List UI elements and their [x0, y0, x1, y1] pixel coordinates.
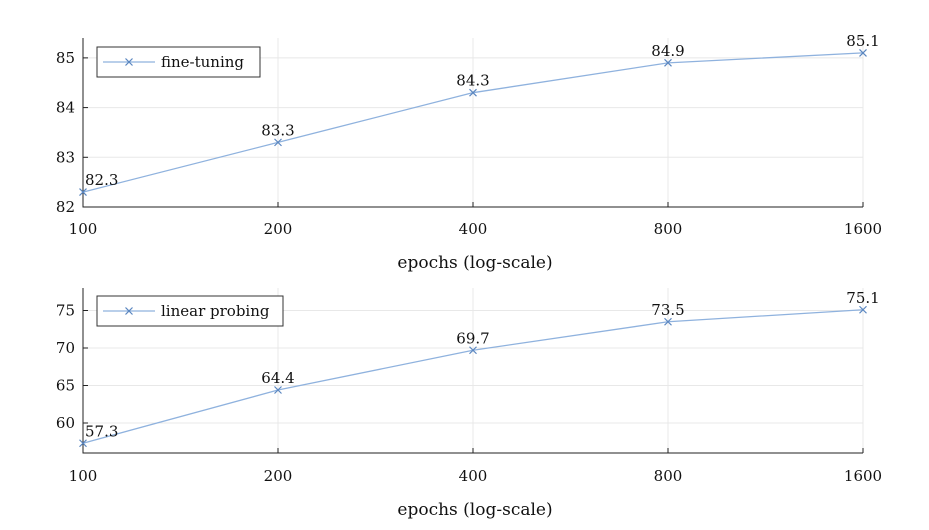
x-tick-label: 800	[654, 220, 683, 238]
x-axis-title: epochs (log-scale)	[397, 253, 552, 273]
data-point-marker	[859, 48, 867, 57]
data-point-marker	[274, 138, 282, 147]
legend-label: linear probing	[161, 302, 270, 320]
x-axis-title: epochs (log-scale)	[397, 500, 552, 520]
y-tick-label: 75	[56, 302, 75, 320]
data-label: 64.4	[261, 369, 294, 387]
x-tick-label: 200	[264, 467, 293, 485]
x-tick-label: 1600	[844, 220, 882, 238]
y-tick-label: 84	[56, 99, 75, 117]
legend-marker	[125, 58, 133, 66]
x-tick-label: 100	[69, 467, 98, 485]
x-tick-label: 400	[459, 220, 488, 238]
y-tick-label: 82	[56, 198, 75, 216]
x-tick-label: 100	[69, 220, 98, 238]
legend-label: fine-tuning	[161, 53, 244, 71]
data-label: 69.7	[456, 329, 489, 347]
data-point-marker	[469, 346, 477, 355]
data-point-marker	[79, 188, 87, 197]
y-tick-label: 83	[56, 148, 75, 166]
data-label: 83.3	[261, 121, 294, 139]
y-tick-label: 60	[56, 414, 75, 432]
data-label: 84.9	[651, 42, 684, 60]
data-label: 84.3	[456, 72, 489, 90]
x-tick-label: 400	[459, 467, 488, 485]
x-tick-label: 800	[654, 467, 683, 485]
data-label: 82.3	[85, 171, 118, 189]
y-tick-label: 70	[56, 339, 75, 357]
chart-panel-1: 82 83 84 85 100 200 400 800 1600 epochs (log-scal…	[56, 32, 882, 273]
data-point-marker	[664, 58, 672, 67]
y-tick-label: 65	[56, 377, 75, 395]
x-tick-label: 200	[264, 220, 293, 238]
x-tick-label: 1600	[844, 467, 882, 485]
data-label: 57.3	[85, 422, 118, 440]
legend-marker	[125, 307, 133, 315]
data-point-marker	[859, 305, 867, 314]
data-point-marker	[664, 317, 672, 326]
data-point-marker	[79, 439, 87, 448]
data-point-marker	[274, 386, 282, 394]
data-label: 73.5	[651, 301, 684, 319]
chart-panel-2: 60 65 70 75 100 200 400 800 1600 epochs (log-scal…	[56, 288, 882, 520]
data-label: 85.1	[846, 32, 879, 50]
data-label: 75.1	[846, 289, 879, 307]
y-tick-label: 85	[56, 49, 75, 67]
data-point-marker	[469, 88, 477, 97]
